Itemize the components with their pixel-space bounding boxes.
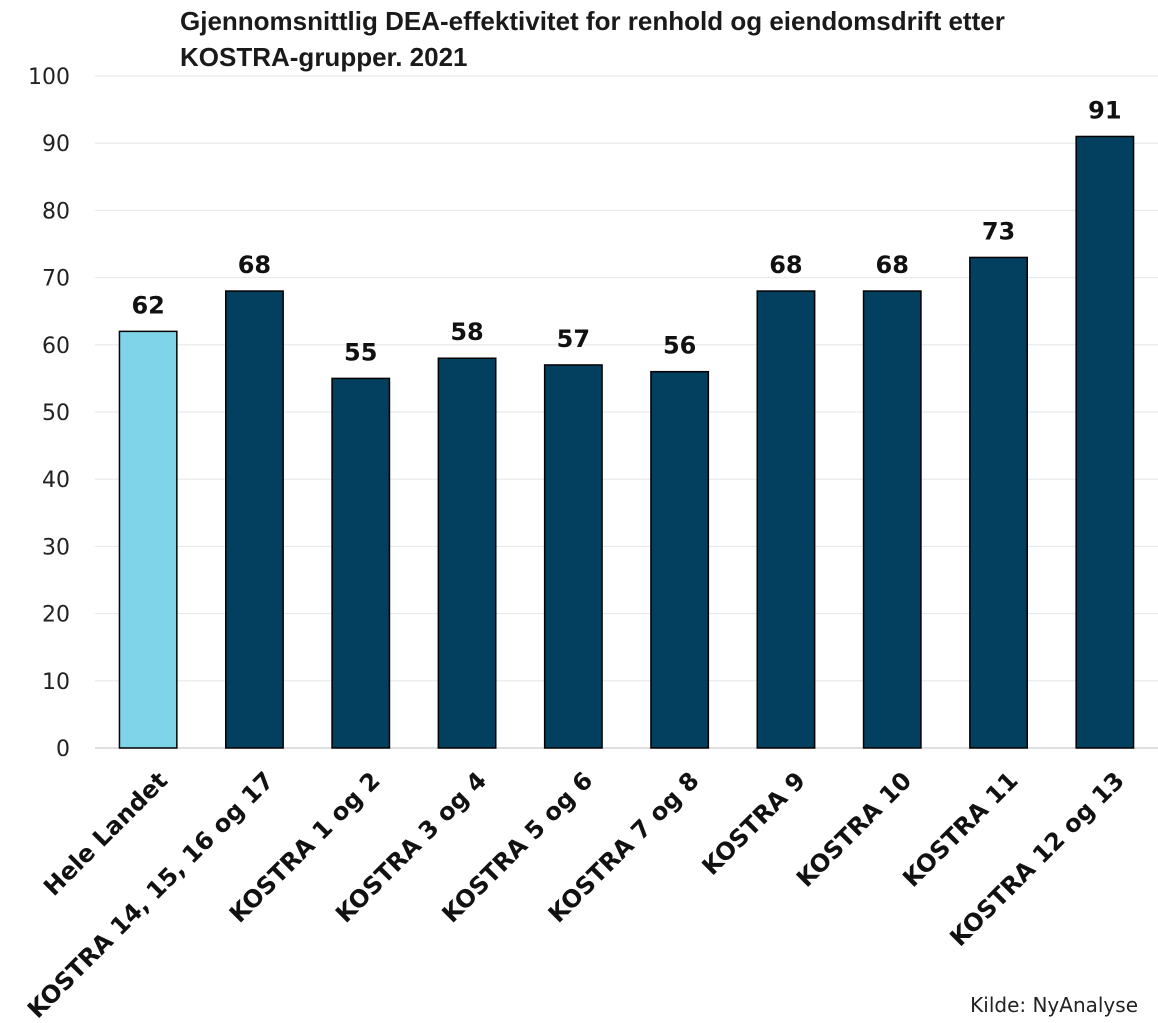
- data-label: 55: [344, 338, 377, 366]
- bar: [756, 290, 816, 749]
- bar: [118, 330, 178, 749]
- chart-title-line-1: Gjennomsnittlig DEA-effektivitet for ren…: [180, 6, 1005, 36]
- y-tick-label: 80: [42, 199, 70, 224]
- bar: [650, 370, 710, 749]
- data-label: 91: [1088, 96, 1121, 124]
- y-tick-label: 0: [56, 737, 70, 762]
- x-tick-label: KOSTRA 9: [697, 766, 811, 880]
- data-label: 73: [982, 217, 1015, 245]
- y-tick-label: 40: [42, 468, 70, 493]
- y-tick-label: 20: [42, 603, 70, 628]
- y-tick-label: 10: [42, 670, 70, 695]
- y-tick-label: 50: [42, 401, 70, 426]
- y-axis: 0 10 20 30 40 50 60 70 80 90 100: [28, 65, 1158, 762]
- bar: [437, 357, 497, 749]
- x-tick-label: KOSTRA 12 og 13: [944, 766, 1129, 951]
- bar: [862, 290, 922, 749]
- data-label: 62: [131, 291, 164, 319]
- bar: [331, 377, 391, 749]
- data-label: 56: [663, 332, 696, 360]
- chart-title-line-2: KOSTRA-grupper. 2021: [180, 42, 468, 72]
- bar: [224, 290, 284, 749]
- bar: [1075, 135, 1135, 749]
- data-labels: 62 68 55 58 57 56 68 68 73 91: [131, 96, 1121, 366]
- bars: [118, 135, 1135, 749]
- source-note: Kilde: NyAnalyse: [970, 993, 1138, 1017]
- y-tick-label: 100: [28, 65, 70, 90]
- y-tick-label: 70: [42, 267, 70, 292]
- bar: [543, 364, 603, 749]
- y-tick-label: 90: [42, 132, 70, 157]
- data-label: 68: [876, 251, 909, 279]
- y-tick-label: 30: [42, 535, 70, 560]
- bar: [969, 256, 1029, 749]
- data-label: 58: [450, 318, 483, 346]
- data-label: 68: [769, 251, 802, 279]
- y-tick-label: 60: [42, 334, 70, 359]
- data-label: 68: [238, 251, 271, 279]
- data-label: 57: [557, 325, 590, 353]
